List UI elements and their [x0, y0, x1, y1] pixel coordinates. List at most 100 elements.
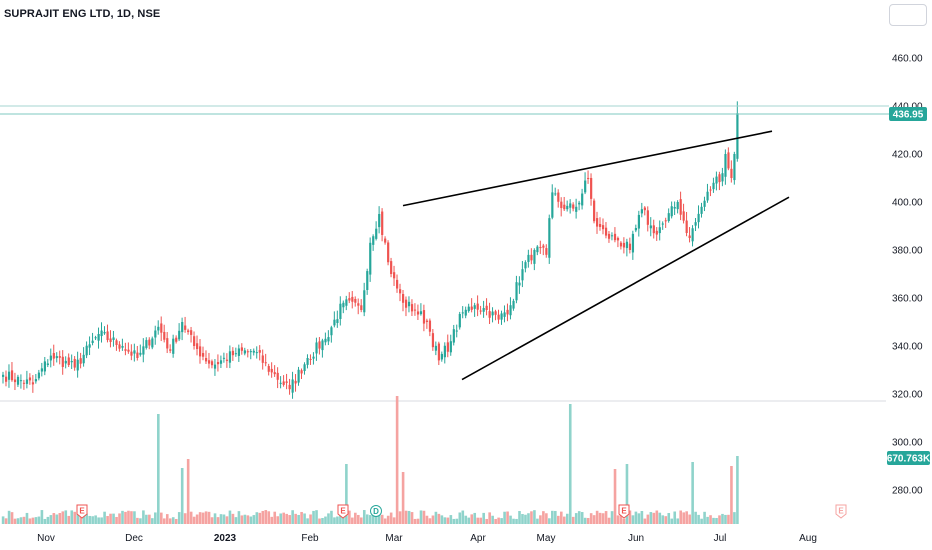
top-right-button[interactable] — [889, 4, 927, 26]
volume-bar — [386, 515, 390, 524]
candle-body — [255, 352, 258, 354]
volume-bar — [374, 510, 378, 524]
x-axis: Nov Dec 2023 Feb Mar Apr May Jun Jul Aug — [37, 533, 817, 544]
candle-body — [575, 206, 578, 212]
candle-body — [437, 343, 441, 361]
candle-body — [309, 358, 312, 360]
candle-body — [321, 340, 324, 351]
volume-bar — [306, 518, 309, 524]
volume-bar — [160, 512, 163, 524]
candle-body — [724, 154, 727, 177]
candle-body — [455, 330, 458, 332]
candle-body — [706, 191, 709, 201]
volume-bar — [94, 515, 97, 524]
candle-body — [37, 372, 41, 379]
candle-body — [336, 319, 339, 324]
x-tick-label: Nov — [37, 533, 55, 544]
volume-bar — [524, 514, 527, 524]
volume-bar — [589, 513, 593, 524]
volume-bar — [204, 511, 208, 524]
candle-body — [557, 192, 560, 202]
volume-bar — [380, 514, 384, 524]
volume-bar — [237, 511, 241, 524]
volume-bar — [613, 469, 617, 524]
volume-bar — [610, 511, 614, 524]
candle-body — [282, 381, 285, 385]
candle-body — [488, 311, 491, 318]
volume-bar — [106, 516, 109, 524]
volume-bar — [652, 512, 656, 524]
candle-body — [160, 323, 163, 333]
volume-bar — [267, 511, 271, 524]
candle-body — [7, 371, 11, 380]
volume-bar — [49, 515, 53, 524]
volume-bar — [559, 511, 563, 524]
candle-body — [396, 279, 399, 289]
volume-bar — [437, 513, 441, 524]
candle-body — [339, 303, 342, 319]
candle-body — [521, 269, 524, 281]
y-tick-label: 280.00 — [892, 486, 923, 497]
volume-bar — [70, 510, 74, 524]
candle-body — [578, 202, 581, 205]
candle-body — [613, 233, 617, 241]
volume-bar — [189, 511, 193, 524]
candle-body — [581, 193, 584, 206]
volume-bar — [318, 518, 321, 524]
candle-body — [100, 330, 103, 337]
volume-bar — [171, 517, 175, 524]
candle-body — [497, 314, 500, 320]
candle-body — [184, 325, 187, 330]
volume-bar — [76, 513, 80, 524]
volume-bar — [607, 517, 611, 524]
volume-bar — [658, 512, 662, 524]
volume-bar — [303, 513, 306, 524]
volume-bar — [10, 512, 14, 524]
volume-bar — [109, 513, 112, 524]
volume-bar — [733, 512, 736, 524]
x-tick-label: Mar — [385, 533, 403, 544]
volume-bar — [571, 516, 575, 524]
candle-body — [258, 350, 261, 353]
candle-body — [351, 296, 354, 302]
candle-body — [55, 356, 58, 359]
volume-bar — [616, 515, 620, 524]
volume-bar — [670, 518, 674, 524]
earnings-marker — [618, 504, 630, 519]
candle-body — [697, 213, 700, 223]
volume-bar — [225, 516, 229, 524]
volume-bar — [357, 514, 360, 524]
candle-body — [631, 233, 635, 253]
candle-body — [515, 282, 518, 301]
volume-bar — [58, 513, 62, 524]
candle-body — [279, 382, 282, 384]
volume-bar — [545, 513, 548, 524]
volume-bar — [431, 515, 435, 524]
candle-body — [551, 192, 554, 218]
candle-body — [601, 225, 605, 230]
volume-bar — [168, 518, 172, 524]
volume-bar — [700, 518, 703, 524]
candle-body — [410, 304, 414, 312]
volume-bar — [115, 516, 118, 524]
volume-bar — [64, 510, 68, 524]
volume-bar — [649, 512, 653, 524]
volume-bar — [413, 518, 417, 524]
volume-bar — [222, 514, 226, 524]
candle-body — [464, 309, 467, 316]
candle-body — [13, 379, 17, 383]
candle-body — [34, 379, 38, 382]
volume-bar — [100, 517, 103, 524]
volume-bar — [736, 456, 739, 524]
volume-bar — [139, 518, 142, 524]
volume-bar — [401, 472, 405, 524]
candle-body — [709, 189, 712, 191]
candle-body — [216, 362, 220, 365]
volume-bar — [506, 511, 509, 524]
volume-bar — [574, 513, 578, 524]
candle-body — [554, 193, 557, 195]
candle-body — [16, 376, 20, 385]
volume-bar — [348, 510, 351, 524]
volume-bar — [497, 517, 500, 524]
